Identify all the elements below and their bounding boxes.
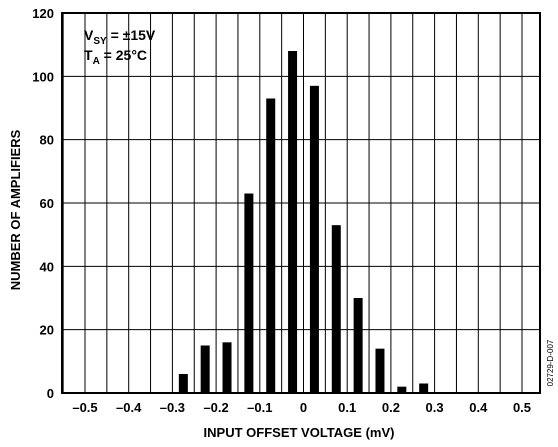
annotation-line-2: TA = 25°C: [84, 47, 147, 67]
y-tick-label: 60: [40, 196, 54, 211]
x-tick-label: 0.2: [382, 400, 400, 415]
x-tick-label: 0.5: [513, 400, 531, 415]
bar: [397, 386, 407, 393]
grid: [62, 13, 540, 393]
x-tick-label: –0.1: [247, 400, 272, 415]
bar: [244, 193, 254, 393]
x-tick-label: –0.3: [160, 400, 185, 415]
x-tick-label: 0: [300, 400, 307, 415]
plot-frame: [61, 12, 541, 394]
y-axis-title: NUMBER OF AMPLIFIERS: [8, 129, 23, 290]
y-tick-label: 40: [40, 259, 54, 274]
bar: [419, 383, 429, 393]
y-tick-label: 120: [32, 6, 54, 21]
bars: [178, 51, 429, 393]
x-tick-label: 0.1: [338, 400, 356, 415]
x-tick-label: –0.5: [72, 400, 97, 415]
document-id: 02729-D-007: [546, 339, 555, 386]
x-tick-label: 0.3: [426, 400, 444, 415]
bar: [309, 85, 319, 393]
y-tick-label: 100: [32, 69, 54, 84]
annotation-line-1: VSY = ±15V: [84, 27, 156, 47]
y-tick-label: 20: [40, 323, 54, 338]
bar: [331, 225, 341, 393]
bar: [353, 298, 363, 393]
y-tick-label: 0: [47, 386, 54, 401]
bar: [266, 98, 276, 393]
bar: [200, 345, 210, 393]
bar: [375, 348, 385, 393]
x-tick-label: 0.4: [469, 400, 488, 415]
x-tick-label: –0.4: [116, 400, 142, 415]
y-axis-ticks: 0 20 40 60 80 100 120: [32, 6, 54, 401]
bar: [222, 342, 232, 393]
y-tick-label: 80: [40, 133, 54, 148]
x-axis-title: INPUT OFFSET VOLTAGE (mV): [204, 425, 395, 440]
x-tick-label: –0.2: [203, 400, 228, 415]
annotation: VSY = ±15V TA = 25°C: [84, 27, 156, 67]
bar: [178, 374, 188, 393]
x-axis-ticks: –0.5 –0.4 –0.3 –0.2 –0.1 0 0.1 0.2 0.3 0.4 0.5: [72, 400, 531, 415]
bar: [288, 51, 298, 393]
